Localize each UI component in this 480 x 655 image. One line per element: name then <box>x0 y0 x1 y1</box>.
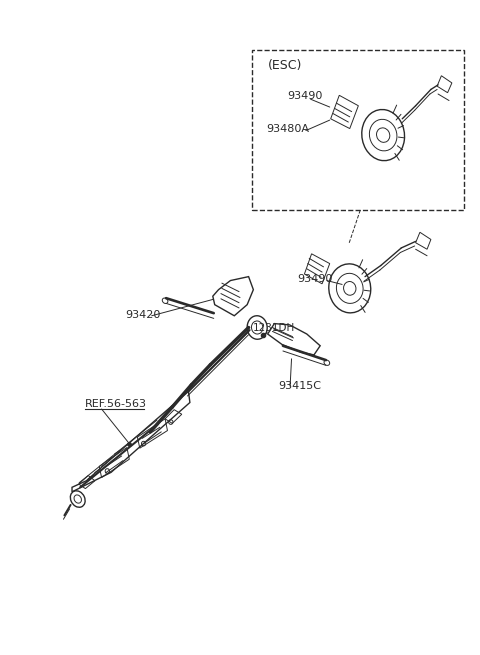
Text: 93420: 93420 <box>125 310 161 320</box>
Text: 93480A: 93480A <box>266 124 309 134</box>
Text: 1231DH: 1231DH <box>253 324 295 333</box>
Text: (ESC): (ESC) <box>268 58 302 71</box>
Text: 93415C: 93415C <box>278 381 321 392</box>
Bar <box>252 50 464 210</box>
Text: REF.56-563: REF.56-563 <box>85 399 147 409</box>
Text: 93490: 93490 <box>288 91 323 102</box>
Text: 93490: 93490 <box>297 274 333 284</box>
